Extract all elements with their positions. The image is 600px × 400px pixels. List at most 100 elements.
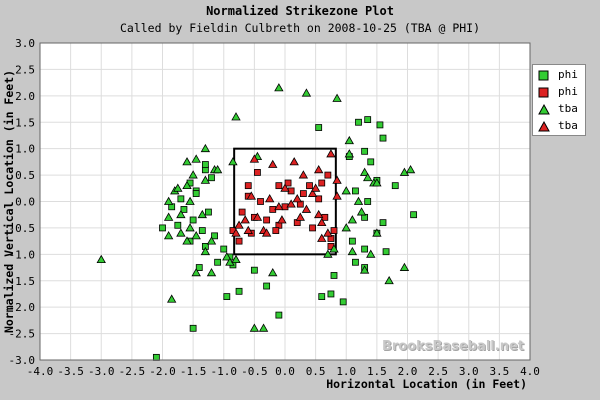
data-point-tba-2 — [341, 223, 351, 232]
data-point-phi-0 — [367, 158, 375, 166]
data-point-tba-2 — [182, 180, 192, 190]
data-point-tba-3 — [286, 199, 296, 208]
data-point-tba-2 — [366, 249, 376, 258]
data-point-tba-2 — [197, 209, 208, 219]
data-point-tba-3 — [332, 191, 342, 200]
data-point-phi-0 — [159, 224, 166, 232]
data-point-tba-2 — [405, 164, 416, 174]
data-point-phi-1 — [235, 237, 243, 245]
x-tick-label: -2.5 — [119, 365, 146, 378]
data-point-tba-2 — [344, 135, 355, 145]
y-tick-label: 1.5 — [15, 116, 35, 129]
data-point-tba-2 — [200, 143, 211, 153]
data-point-phi-0 — [275, 311, 283, 319]
data-point-tba-2 — [176, 209, 186, 219]
y-tick-label: 0.0 — [15, 196, 35, 209]
data-point-phi-1 — [299, 190, 307, 197]
data-point-tba-2 — [384, 275, 394, 285]
data-point-tba-3 — [277, 215, 287, 224]
data-point-tba-3 — [313, 164, 324, 174]
plot-frame — [39, 42, 531, 361]
data-point-phi-0 — [315, 124, 323, 131]
data-point-tba-3 — [280, 183, 290, 192]
data-point-phi-0 — [339, 298, 347, 306]
data-point-tba-2 — [249, 323, 260, 332]
data-point-phi-1 — [275, 182, 283, 190]
data-point-phi-0 — [330, 272, 338, 279]
data-point-tba-3 — [323, 228, 333, 237]
data-point-tba-2 — [353, 196, 364, 205]
data-point-phi-1 — [318, 179, 326, 187]
data-point-phi-0 — [355, 118, 362, 126]
data-point-tba-2 — [356, 207, 367, 216]
data-point-phi-0 — [177, 195, 185, 203]
data-point-tba-2 — [274, 83, 284, 92]
data-point-tba-2 — [258, 323, 269, 332]
tick-labels: -4.0 -3.5 -3.0 -2.5 -2.0 -1.5 -1.0 -0.5 0.0 0.5 1.… — [9, 37, 540, 378]
data-point-tba-2 — [185, 223, 195, 232]
data-point-tba-2 — [231, 112, 241, 121]
y-axis-label: Normalized Vertical Location (in Feet) — [2, 70, 16, 333]
x-tick-label: 3.5 — [489, 365, 509, 378]
data-point-tba-3 — [313, 209, 324, 219]
chart-title: Normalized Strikezone Plot — [206, 4, 394, 18]
data-point-tba-3 — [332, 175, 342, 184]
legend-label: phi — [558, 68, 578, 81]
data-point-tba-3 — [307, 188, 318, 197]
x-tick-label: -4.0 — [27, 365, 54, 378]
data-point-phi-0 — [223, 293, 231, 301]
data-point-tba-2 — [222, 252, 232, 261]
data-point-phi-1 — [263, 216, 271, 224]
data-point-phi-0 — [410, 211, 418, 219]
data-point-tba-3 — [301, 204, 312, 213]
data-point-tba-3 — [295, 212, 306, 221]
y-tick-label: 3.0 — [15, 37, 35, 50]
legend-item-tba-green: tba — [533, 101, 585, 117]
watermark: BrooksBaseball.net — [381, 339, 524, 354]
data-point-phi-0 — [376, 121, 384, 129]
y-tick-label: 1.0 — [15, 143, 35, 156]
data-point-phi-0 — [180, 206, 188, 213]
y-tick-label: -3.0 — [9, 354, 36, 367]
data-point-phi-1 — [315, 195, 323, 203]
data-point-tba-3 — [326, 149, 336, 158]
data-point-tba-2 — [329, 244, 339, 253]
legend-label: tba — [558, 102, 578, 115]
x-axis-label: Horizontal Location (in Feet) — [326, 377, 527, 391]
data-point-phi-0 — [152, 353, 160, 361]
data-point-tba-2 — [191, 154, 201, 163]
data-point-phi-0 — [235, 287, 243, 295]
y-tick-label: -0.5 — [9, 222, 36, 235]
x-tick-label: -1.5 — [180, 365, 207, 378]
x-tick-label: 2.5 — [428, 365, 448, 378]
red-square-icon — [538, 87, 549, 98]
data-point-phi-0 — [189, 324, 197, 332]
data-point-phi-0 — [250, 266, 258, 274]
x-tick-label: 0.5 — [306, 365, 326, 378]
red-triangle-icon — [538, 121, 550, 132]
data-point-tba-3 — [264, 194, 275, 203]
data-point-tba-3 — [261, 228, 272, 237]
data-point-tba-3 — [243, 225, 253, 234]
data-point-tba-2 — [206, 236, 217, 245]
y-tick-label: 2.0 — [15, 90, 35, 103]
data-point-phi-0 — [361, 147, 369, 155]
x-tick-label: 4.0 — [520, 365, 540, 378]
data-point-tba-3 — [252, 212, 263, 221]
x-tick-label: 1.0 — [336, 365, 356, 378]
data-point-phi-0 — [364, 116, 372, 124]
data-point-tba-2 — [231, 254, 241, 264]
data-point-phi-0 — [379, 134, 387, 142]
data-point-tba-2 — [228, 157, 238, 166]
data-point-tba-2 — [359, 167, 370, 176]
data-point-tba-2 — [176, 228, 186, 237]
x-tick-label: -3.5 — [57, 365, 84, 378]
data-point-tba-3 — [289, 157, 299, 166]
data-point-tba-2 — [163, 212, 174, 221]
data-point-tba-3 — [246, 191, 257, 200]
x-tick-label: 3.0 — [459, 365, 479, 378]
x-tick-label: -1.0 — [211, 365, 238, 378]
strikezone-box — [233, 147, 337, 256]
